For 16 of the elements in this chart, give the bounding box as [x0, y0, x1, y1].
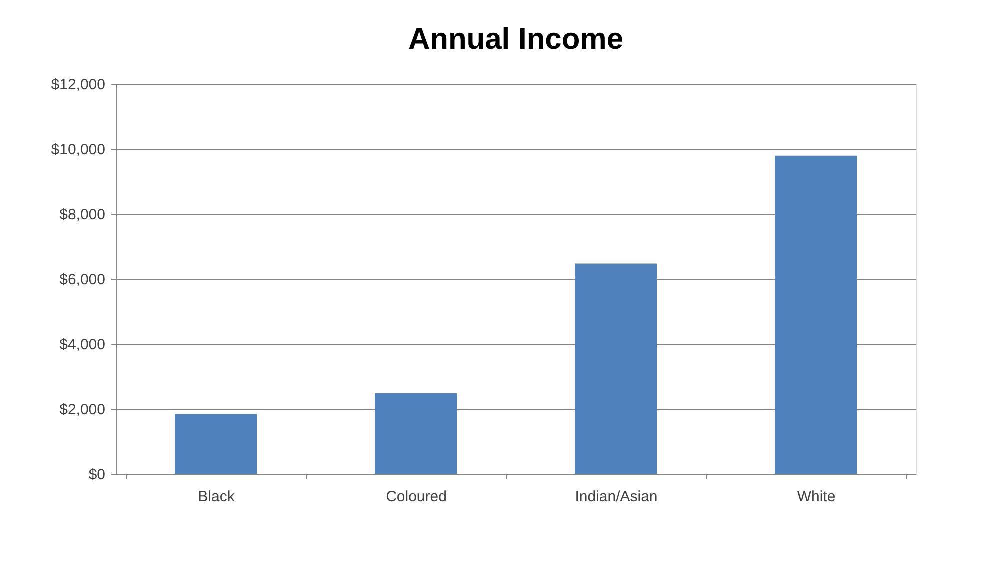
bar: [175, 414, 257, 474]
x-tick-label: Indian/Asian: [575, 488, 658, 506]
y-tick-label: $6,000: [60, 272, 106, 288]
bar: [575, 264, 657, 474]
y-tick-label: $4,000: [60, 336, 106, 354]
y-tick-label: $12,000: [51, 76, 106, 94]
y-tick-label: $2,000: [60, 402, 106, 418]
x-tick-label: White: [797, 488, 836, 506]
bar: [775, 156, 857, 474]
bar: [375, 393, 457, 474]
y-tick-label: $8,000: [60, 206, 106, 224]
chart-title: Annual Income: [408, 23, 624, 56]
y-tick-label: $0: [88, 466, 106, 484]
x-tick-label: Coloured: [386, 488, 447, 506]
x-tick-label: Black: [198, 488, 236, 506]
y-tick-label: $10,000: [51, 142, 106, 158]
